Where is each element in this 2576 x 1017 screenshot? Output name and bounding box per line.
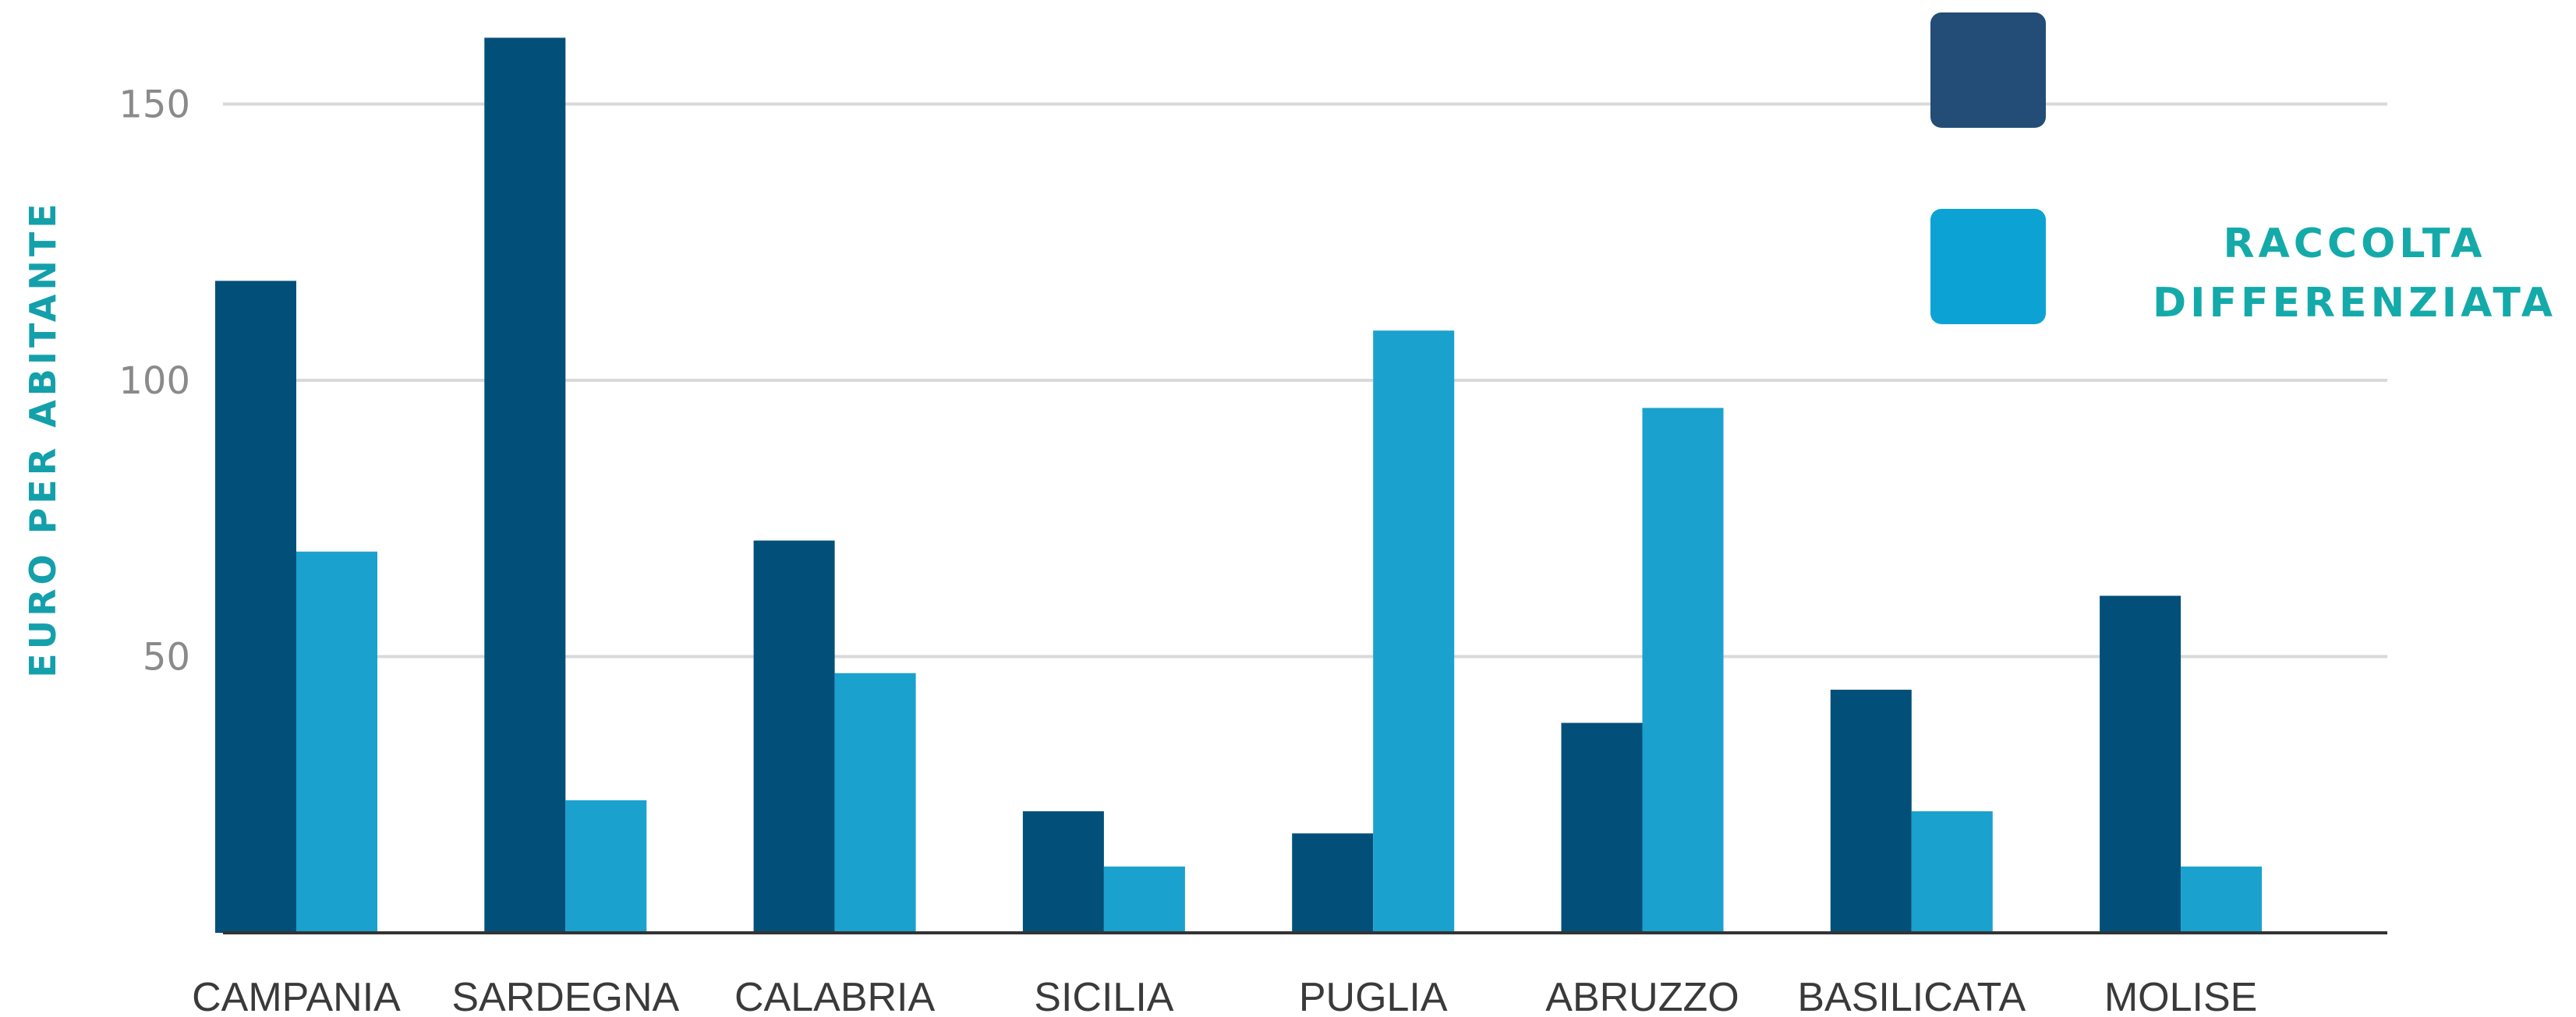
x-tick-label: PUGLIA — [1299, 975, 1448, 1017]
legend-swatch — [1930, 12, 2046, 128]
bar-abruzzo-series-2 — [1642, 408, 1724, 933]
y-tick-label: 50 — [143, 636, 190, 680]
bars — [215, 37, 2263, 933]
bar-sardegna-series-1 — [484, 37, 566, 933]
bar-campania-series-2 — [296, 551, 377, 933]
bar-calabria-series-1 — [753, 540, 835, 933]
legend-label: RACCOLTA DIFFERENZIATA — [2153, 221, 2557, 327]
x-tick-label: ABRUZZO — [1545, 975, 1739, 1017]
y-tick-label: 150 — [119, 83, 190, 127]
bar-basilicata-series-2 — [1911, 811, 1993, 933]
x-tick-label: CAMPANIA — [192, 975, 401, 1017]
bar-sardegna-series-2 — [565, 800, 647, 933]
x-tick-label: SICILIA — [1034, 975, 1173, 1017]
x-tick-label: CALABRIA — [734, 975, 936, 1017]
bar-abruzzo-series-1 — [1561, 722, 1643, 933]
bar-sicilia-series-1 — [1022, 811, 1104, 933]
y-axis-ticks: 50 100 150 — [119, 83, 190, 680]
x-axis-labels: CAMPANIA SARDEGNA CALABRIA SICILIA PUGLIA ABR… — [192, 975, 2257, 1017]
y-tick-label: 100 — [119, 359, 190, 403]
x-tick-label: MOLISE — [2104, 975, 2258, 1017]
legend: RACCOLTA DIFFERENZIATA — [1930, 12, 2557, 327]
bar-sicilia-series-2 — [1103, 866, 1185, 933]
legend-swatch — [1930, 209, 2046, 324]
bar-calabria-series-2 — [834, 673, 916, 933]
x-tick-label: BASILICATA — [1797, 975, 2026, 1017]
bar-basilicata-series-1 — [1830, 690, 1912, 933]
bar-campania-series-1 — [215, 281, 296, 933]
bar-molise-series-1 — [2100, 595, 2181, 933]
y-axis-title: EURO PER ABITANTE — [22, 200, 64, 677]
bar-puglia-series-1 — [1292, 833, 1374, 933]
x-tick-label: SARDEGNA — [451, 975, 679, 1017]
bar-puglia-series-2 — [1373, 330, 1455, 933]
bar-molise-series-2 — [2181, 866, 2263, 933]
